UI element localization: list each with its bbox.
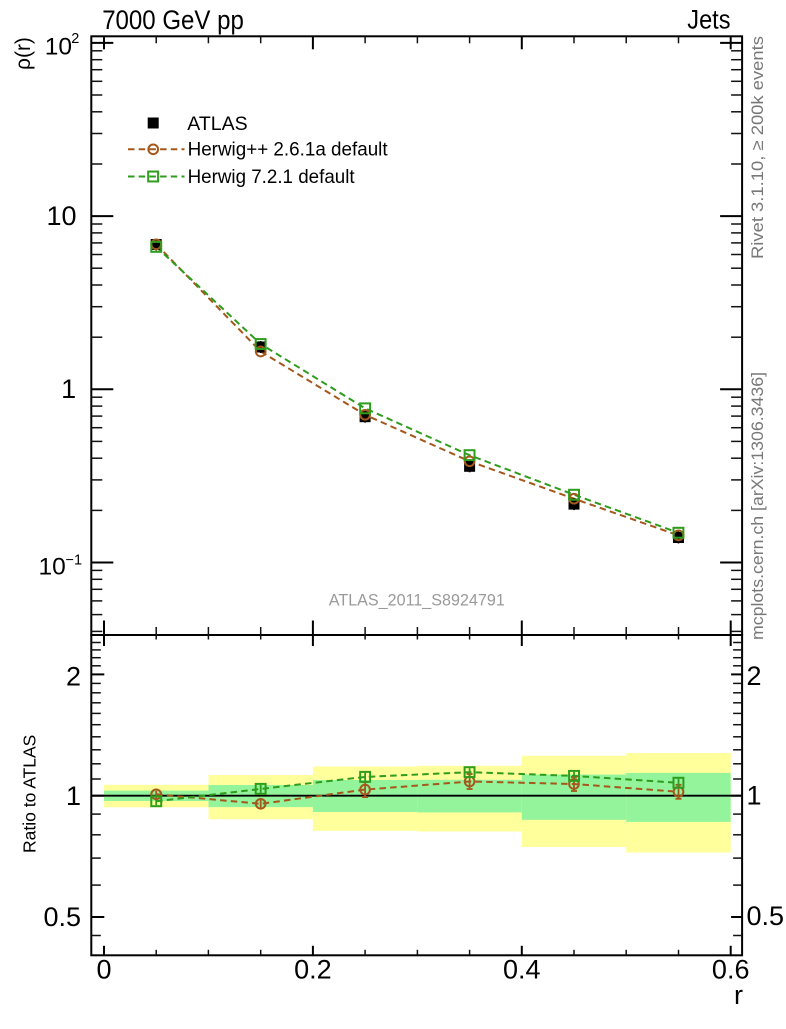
svg-text:Jets: Jets <box>687 5 730 35</box>
svg-text:10: 10 <box>46 201 76 231</box>
svg-text:ρ(r): ρ(r) <box>12 37 35 70</box>
svg-text:1: 1 <box>66 781 81 811</box>
svg-text:Ratio to ATLAS: Ratio to ATLAS <box>20 735 40 853</box>
svg-text:0.6: 0.6 <box>712 955 750 985</box>
svg-text:10: 10 <box>45 34 72 61</box>
svg-text:0: 0 <box>96 955 111 985</box>
svg-text:ATLAS_2011_S8924791: ATLAS_2011_S8924791 <box>329 591 505 610</box>
svg-text:Herwig++ 2.6.1a default: Herwig++ 2.6.1a default <box>188 139 389 161</box>
svg-text:−1: −1 <box>66 552 83 568</box>
svg-text:2: 2 <box>66 661 81 691</box>
svg-text:0.4: 0.4 <box>503 955 541 985</box>
svg-text:0.2: 0.2 <box>294 955 332 985</box>
svg-text:mcplots.cern.ch [arXiv:1306.34: mcplots.cern.ch [arXiv:1306.3436] <box>748 372 767 640</box>
svg-text:1: 1 <box>61 374 76 404</box>
svg-text:Rivet 3.1.10, ≥ 200k events: Rivet 3.1.10, ≥ 200k events <box>748 36 767 259</box>
svg-text:7000 GeV pp: 7000 GeV pp <box>102 5 244 35</box>
svg-text:r: r <box>734 980 743 1010</box>
svg-text:2: 2 <box>747 661 762 691</box>
svg-text:0.5: 0.5 <box>43 902 81 932</box>
svg-text:Herwig 7.2.1 default: Herwig 7.2.1 default <box>188 166 356 188</box>
svg-text:10: 10 <box>39 554 66 581</box>
svg-text:0.5: 0.5 <box>747 901 785 931</box>
svg-text:ATLAS: ATLAS <box>187 113 247 135</box>
svg-text:2: 2 <box>71 31 79 47</box>
svg-text:1: 1 <box>747 781 762 811</box>
